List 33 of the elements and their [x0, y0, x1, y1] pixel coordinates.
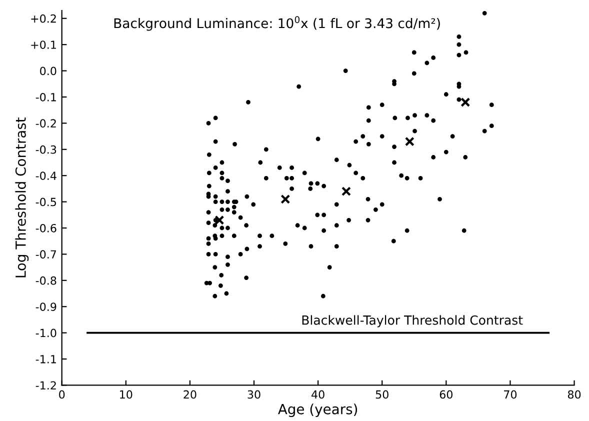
x-axis-title: Age (years)	[278, 404, 358, 418]
x-tick-label: 60	[440, 390, 452, 399]
y-tick-label: 0.0	[40, 66, 56, 76]
y-tick-label: -1.1	[36, 355, 56, 364]
y-tick-label: -0.3	[36, 145, 56, 154]
y-tick-label: -0.1	[36, 92, 56, 102]
point	[214, 215, 224, 225]
point	[280, 194, 290, 204]
x-tick-label: 20	[184, 390, 196, 399]
point	[460, 97, 470, 108]
x-tick-label: 30	[248, 390, 260, 399]
y-tick-label: -0.7	[36, 250, 56, 259]
y-tick-label: -0.9	[36, 302, 56, 311]
x-tick-label: 0	[59, 390, 65, 399]
x-tick-label: 40	[312, 390, 324, 399]
y-tick-label: -0.8	[36, 276, 56, 285]
y-tick-label: +0.2	[31, 14, 56, 23]
x-tick-label: 10	[120, 390, 132, 399]
y-tick-label: -1.2	[36, 381, 56, 390]
ref-line-label: Blackwell-Taylor Threshold Contrast	[302, 315, 523, 328]
y-tick-label: +0.1	[31, 40, 56, 49]
y-tick-label: -0.4	[36, 172, 56, 180]
y-tick-label: -0.5	[36, 198, 56, 206]
x-tick-label: 70	[504, 390, 517, 399]
y-tick-label: -0.2	[36, 119, 56, 128]
y-tick-label: -0.6	[36, 224, 56, 232]
chart-title: Background Luminance: 10$^{0}$x (1 fL or 3.43 cd/m²)	[114, 16, 440, 31]
y-tick-label: -1.0	[36, 328, 56, 338]
x-tick-label: 50	[376, 390, 388, 399]
y-axis-title: Log Threshold Contrast	[15, 117, 29, 278]
point	[404, 136, 414, 146]
point	[341, 186, 352, 196]
x-tick-label: 80	[568, 390, 581, 399]
